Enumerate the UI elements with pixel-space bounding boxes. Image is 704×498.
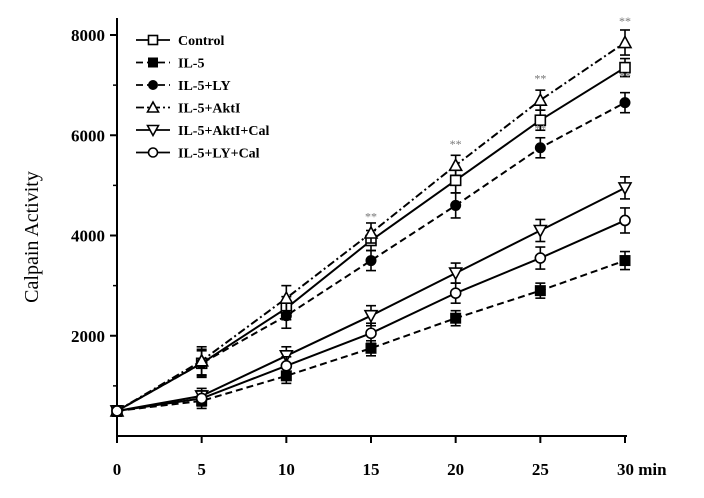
data-point <box>363 309 379 324</box>
x-tick-label: 20 <box>447 460 464 479</box>
x-tick-label: 5 <box>197 460 206 479</box>
legend-item: IL-5+AktI <box>136 100 240 117</box>
data-point <box>534 252 547 264</box>
data-point <box>450 199 462 211</box>
legend: Control IL-5 IL-5+LY IL-5+AktI IL-5+AktI+Cal… <box>136 34 270 162</box>
legend-marker <box>147 147 159 158</box>
data-point <box>280 310 292 322</box>
x-tick-label: 0 <box>113 460 122 479</box>
data-point <box>195 392 208 405</box>
legend-label: IL-5+AktI <box>178 102 240 117</box>
axes: 0 5 10 15 20 25 30 min 2000 4000 6000 8000 <box>71 18 667 479</box>
data-point <box>363 225 379 239</box>
legend-item: IL-5+AktI+Cal <box>136 124 270 139</box>
data-point <box>619 97 631 109</box>
legend-label: IL-5+LY+Cal <box>178 147 260 162</box>
data-point <box>619 255 631 267</box>
data-point <box>532 224 548 239</box>
data-point <box>617 182 633 196</box>
data-point <box>450 312 462 324</box>
y-tick-label: 2000 <box>71 327 105 346</box>
data-point <box>278 290 294 304</box>
legend-item: IL-5 <box>136 57 204 72</box>
significance-mark: ** <box>534 122 546 136</box>
significance-layer: ** ** ** ** ** ** <box>365 14 631 223</box>
significance-mark: ** <box>365 209 377 223</box>
y-axis-title: Calpain Activity <box>21 171 43 303</box>
legend-marker <box>147 34 159 46</box>
legend-item: IL-5+LY <box>136 79 231 94</box>
data-point <box>280 360 293 372</box>
legend-marker <box>146 100 160 113</box>
data-point <box>534 142 546 154</box>
x-tick-label: 30 min <box>617 460 667 479</box>
legend-item: IL-5+LY+Cal <box>136 147 260 162</box>
data-point <box>617 34 633 49</box>
y-tick-label: 8000 <box>71 26 105 45</box>
data-point <box>534 285 546 297</box>
x-tick-label: 10 <box>278 460 295 479</box>
legend-marker <box>148 80 158 90</box>
significance-mark: ** <box>450 137 462 151</box>
data-point <box>448 157 464 172</box>
data-point <box>449 287 462 299</box>
legend-label: IL-5+AktI+Cal <box>178 124 270 139</box>
data-point <box>365 255 377 267</box>
data-point <box>365 342 377 354</box>
legend-label: IL-5+LY <box>178 79 231 94</box>
data-point <box>532 92 548 106</box>
y-tick-label: 4000 <box>71 227 105 246</box>
data-point <box>619 214 631 227</box>
data-point <box>449 174 462 187</box>
significance-mark: ** <box>619 69 631 83</box>
x-tick-label: 25 <box>532 460 549 479</box>
legend-marker <box>148 57 158 68</box>
series-layer <box>109 29 633 419</box>
y-tick-label: 6000 <box>71 126 105 145</box>
x-tick-label: 15 <box>363 460 380 479</box>
legend-marker <box>146 124 160 138</box>
data-point <box>194 353 210 367</box>
data-point <box>619 61 631 74</box>
data-point <box>448 267 464 281</box>
significance-mark: ** <box>534 72 546 86</box>
significance-mark: ** <box>619 14 631 28</box>
data-point <box>111 405 123 417</box>
data-point <box>365 327 377 340</box>
legend-label: Control <box>178 34 225 49</box>
data-point <box>534 114 547 127</box>
legend-item: Control <box>136 34 225 49</box>
legend-label: IL-5 <box>178 57 204 72</box>
series-il-5-ly-cal <box>111 207 631 417</box>
